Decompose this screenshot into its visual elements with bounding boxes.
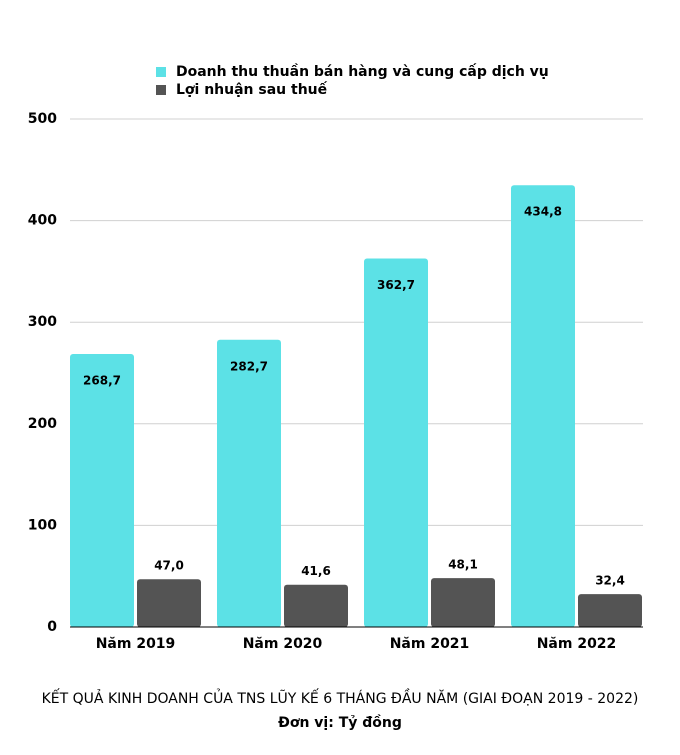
- chart-title: KẾT QUẢ KINH DOANH CỦA TNS LŨY KẾ 6 THÁN…: [42, 688, 639, 707]
- y-tick-label: 100: [28, 517, 57, 533]
- y-tick-label: 0: [47, 619, 57, 635]
- value-label: 48,1: [448, 558, 478, 572]
- legend-swatch: [156, 67, 166, 77]
- value-label: 362,7: [377, 278, 415, 292]
- bar: [70, 354, 134, 627]
- bar: [364, 258, 428, 627]
- bar: [217, 339, 281, 627]
- bar: [511, 185, 575, 627]
- x-tick-label: Năm 2021: [390, 636, 470, 652]
- legend-label: Doanh thu thuần bán hàng và cung cấp dịc…: [176, 63, 549, 80]
- y-tick-label: 200: [28, 416, 57, 432]
- bar: [284, 584, 348, 627]
- x-tick-label: Năm 2019: [96, 636, 176, 652]
- x-tick-label: Năm 2022: [537, 636, 617, 652]
- y-tick-label: 500: [28, 111, 57, 127]
- legend-label: Lợi nhuận sau thuế: [176, 81, 328, 98]
- value-label: 268,7: [83, 374, 121, 388]
- y-tick-label: 400: [28, 213, 57, 229]
- value-label: 41,6: [301, 564, 331, 578]
- x-tick-label: Năm 2020: [243, 636, 323, 652]
- legend-swatch: [156, 85, 166, 95]
- bar: [578, 594, 642, 627]
- value-label: 434,8: [524, 205, 562, 219]
- chart-subtitle: Đơn vị: Tỷ đồng: [278, 714, 402, 731]
- value-label: 47,0: [154, 559, 184, 573]
- bar: [431, 578, 495, 627]
- bar: [137, 579, 201, 627]
- y-tick-label: 300: [28, 314, 57, 330]
- value-label: 32,4: [595, 574, 625, 588]
- value-label: 282,7: [230, 359, 268, 373]
